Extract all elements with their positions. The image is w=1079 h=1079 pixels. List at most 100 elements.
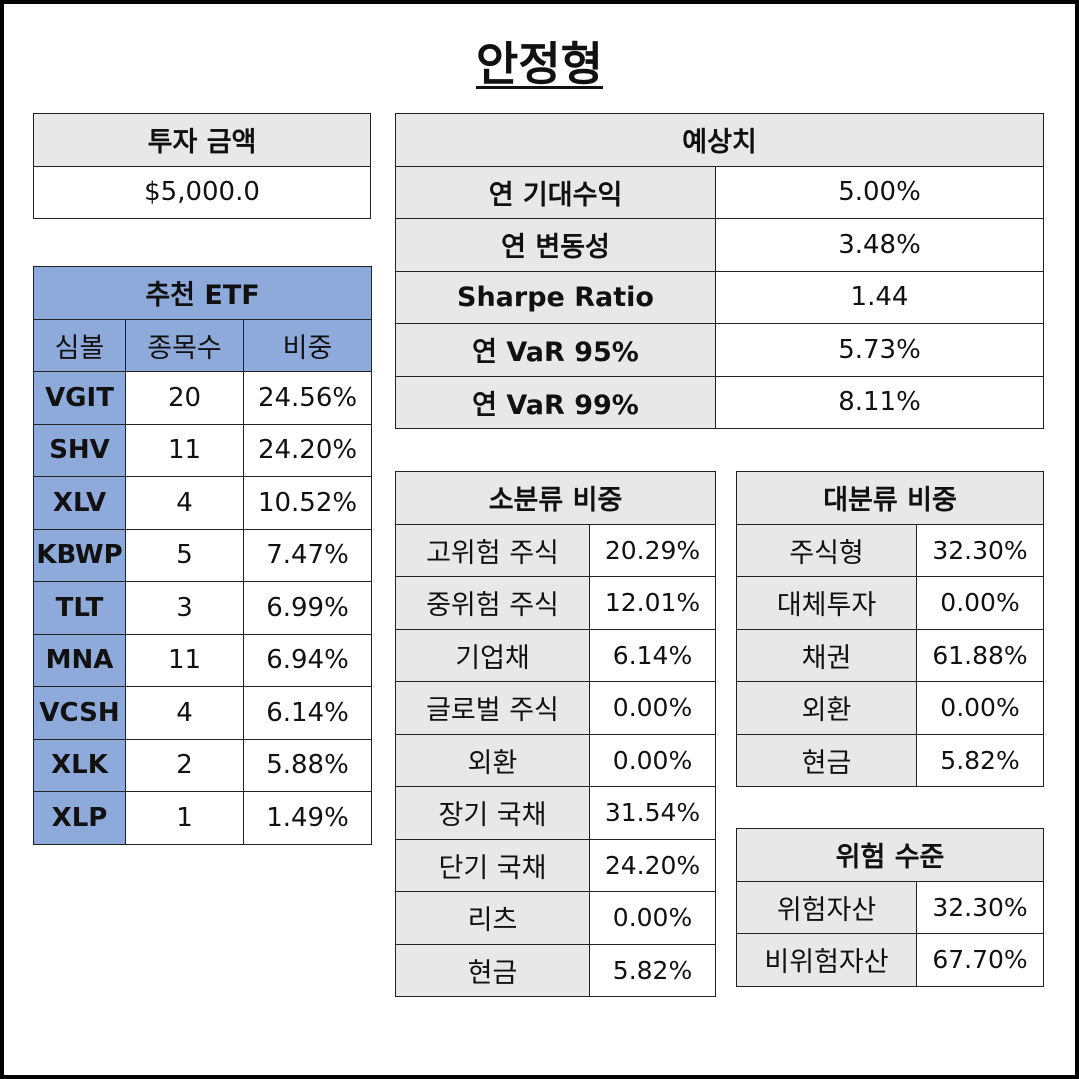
table-row: XLV 4 10.52%: [33, 476, 373, 530]
table-row: 현금 5.82%: [736, 733, 1045, 787]
table-row: 비위험자산 67.70%: [736, 933, 1045, 987]
table-row: 장기 국채 31.54%: [395, 786, 717, 840]
sub-category-label: 글로벌 주식: [395, 681, 590, 735]
main-category-label: 주식형: [736, 523, 917, 577]
table-row: XLP 1 1.49%: [33, 791, 373, 845]
etf-symbol: XLK: [33, 738, 126, 792]
table-row: MNA 11 6.94%: [33, 633, 373, 687]
expected-table: 예상치 연 기대수익 5.00% 연 변동성 3.48% Sharpe Rati…: [395, 113, 1044, 429]
sub-category-label: 기업채: [395, 628, 590, 682]
table-row: 연 변동성 3.48%: [395, 218, 1044, 272]
table-row: VCSH 4 6.14%: [33, 686, 373, 740]
etf-count: 2: [125, 738, 244, 792]
etf-count: 11: [125, 423, 244, 477]
etf-weight: 6.99%: [242, 581, 373, 635]
table-row: 중위험 주식 12.01%: [395, 576, 717, 630]
etf-symbol: XLV: [33, 476, 126, 530]
etf-weight: 10.52%: [242, 476, 373, 530]
sub-category-value: 0.00%: [588, 733, 717, 787]
risk-level-header: 위험 수준: [735, 828, 1045, 882]
table-row: 채권 61.88%: [736, 628, 1045, 682]
etf-weight: 24.20%: [242, 423, 373, 477]
etf-header: 추천 ETF: [32, 266, 373, 320]
etf-weight: 1.49%: [242, 791, 373, 845]
etf-count: 4: [125, 476, 244, 530]
expected-label: 연 기대수익: [395, 165, 716, 219]
etf-weight: 7.47%: [242, 528, 373, 582]
table-row: 위험자산 32.30%: [736, 880, 1045, 934]
sub-category-label: 고위험 주식: [395, 523, 590, 577]
main-category-value: 61.88%: [915, 628, 1045, 682]
sub-category-value: 24.20%: [588, 838, 717, 892]
etf-symbol: TLT: [33, 581, 126, 635]
sub-category-value: 6.14%: [588, 628, 717, 682]
expected-value: 3.48%: [715, 218, 1044, 272]
expected-header: 예상치: [395, 113, 1044, 167]
expected-value: 1.44: [715, 270, 1044, 324]
expected-value: 5.00%: [715, 165, 1044, 219]
main-category-label: 채권: [736, 628, 917, 682]
sub-category-value: 0.00%: [588, 681, 717, 735]
sub-category-label: 리츠: [395, 891, 590, 945]
main-category-value: 32.30%: [915, 523, 1045, 577]
expected-label: 연 VaR 95%: [395, 323, 716, 377]
etf-symbol: VGIT: [33, 371, 126, 425]
investment-header: 투자 금액: [33, 113, 371, 167]
etf-weight: 5.88%: [242, 738, 373, 792]
main-category-value: 5.82%: [915, 733, 1045, 787]
table-row: 외환 0.00%: [736, 681, 1045, 735]
table-row: 외환 0.00%: [395, 733, 717, 787]
sub-category-value: 31.54%: [588, 786, 717, 840]
etf-count: 1: [125, 791, 244, 845]
table-row: 대체투자 0.00%: [736, 576, 1045, 630]
table-row: 연 기대수익 5.00%: [395, 165, 1044, 219]
risk-level-table: 위험 수준 위험자산 32.30% 비위험자산 67.70%: [735, 828, 1045, 987]
table-row: 주식형 32.30%: [736, 523, 1045, 577]
main-category-label: 외환: [736, 681, 917, 735]
table-row: 기업채 6.14%: [395, 628, 717, 682]
investment-table: 투자 금액 $5,000.0: [33, 113, 371, 219]
main-category-table: 대분류 비중 주식형 32.30% 대체투자 0.00% 채권 61.88% 외…: [735, 471, 1045, 787]
etf-count: 4: [125, 686, 244, 740]
etf-count: 3: [125, 581, 244, 635]
main-category-header: 대분류 비중: [735, 471, 1045, 525]
etf-col-weight: 비중: [242, 318, 373, 372]
table-row: SHV 11 24.20%: [33, 423, 373, 477]
investment-value: $5,000.0: [33, 165, 371, 219]
etf-table: 추천 ETF 심볼 종목수 비중 VGIT 20 24.56% SHV 11 2…: [32, 266, 373, 845]
etf-col-count: 종목수: [125, 318, 244, 372]
etf-symbol: VCSH: [33, 686, 126, 740]
etf-weight: 24.56%: [242, 371, 373, 425]
etf-col-symbol: 심볼: [33, 318, 126, 372]
sub-category-label: 장기 국채: [395, 786, 590, 840]
table-row: Sharpe Ratio 1.44: [395, 270, 1044, 324]
etf-weight: 6.94%: [242, 633, 373, 687]
table-row: 현금 5.82%: [395, 943, 717, 997]
table-row: KBWP 5 7.47%: [33, 528, 373, 582]
sub-category-label: 단기 국채: [395, 838, 590, 892]
main-category-label: 현금: [736, 733, 917, 787]
page-title: 안정형: [476, 37, 603, 91]
expected-value: 8.11%: [715, 375, 1044, 429]
expected-label: 연 변동성: [395, 218, 716, 272]
table-row: 단기 국채 24.20%: [395, 838, 717, 892]
table-row: 리츠 0.00%: [395, 891, 717, 945]
table-row: 고위험 주식 20.29%: [395, 523, 717, 577]
sub-category-value: 0.00%: [588, 891, 717, 945]
sub-category-table: 소분류 비중 고위험 주식 20.29% 중위험 주식 12.01% 기업채 6…: [394, 471, 717, 997]
expected-label: 연 VaR 99%: [395, 375, 716, 429]
main-category-label: 대체투자: [736, 576, 917, 630]
etf-count: 11: [125, 633, 244, 687]
main-category-value: 0.00%: [915, 681, 1045, 735]
risk-level-label: 위험자산: [736, 880, 917, 934]
etf-weight: 6.14%: [242, 686, 373, 740]
etf-symbol: MNA: [33, 633, 126, 687]
risk-level-label: 비위험자산: [736, 933, 917, 987]
table-row: XLK 2 5.88%: [33, 738, 373, 792]
table-row: 글로벌 주식 0.00%: [395, 681, 717, 735]
etf-count: 5: [125, 528, 244, 582]
sub-category-label: 중위험 주식: [395, 576, 590, 630]
main-category-value: 0.00%: [915, 576, 1045, 630]
risk-level-value: 67.70%: [915, 933, 1045, 987]
etf-symbol: XLP: [33, 791, 126, 845]
